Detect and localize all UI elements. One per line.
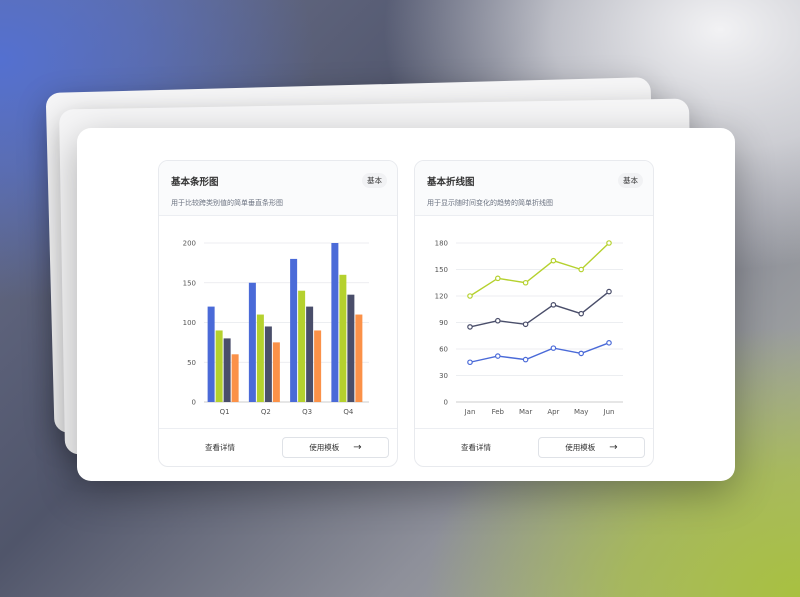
card-title: 基本折线图 xyxy=(427,177,475,188)
data-point xyxy=(467,293,473,299)
bar xyxy=(272,342,280,402)
card-title: 基本条形图 xyxy=(171,177,219,188)
bar xyxy=(347,294,355,402)
line-chart-card: 基本折线图 基本 用于显示随时间变化的趋势的简单折线图 0 30 60 90 120 15… xyxy=(414,160,654,467)
x-tick-label: Jan xyxy=(464,408,476,416)
series-line xyxy=(469,342,610,363)
view-details-link[interactable]: 查看详情 xyxy=(461,443,491,452)
bar xyxy=(290,258,298,402)
data-point xyxy=(578,350,585,357)
bar xyxy=(248,282,256,402)
bar xyxy=(331,243,339,402)
card-footer: 查看详情 使用模板 → xyxy=(159,428,397,466)
y-tick-label: 30 xyxy=(439,372,448,380)
x-tick-label: Jun xyxy=(603,408,615,416)
data-point xyxy=(606,240,612,246)
y-tick-label: 90 xyxy=(439,319,448,327)
data-point xyxy=(495,353,501,359)
y-tick-label: 50 xyxy=(187,359,196,367)
data-point xyxy=(467,359,473,366)
x-tick-label: Feb xyxy=(492,408,505,416)
y-tick-label: 180 xyxy=(435,240,448,248)
template-panel: 基本条形图 基本 用于比较跨类别值的简单垂直条形图 0 50 100 150 200 Q1… xyxy=(77,128,735,481)
y-tick-label: 150 xyxy=(183,279,196,287)
x-tick-label: Apr xyxy=(547,408,559,416)
arrow-right-icon: → xyxy=(353,442,362,453)
category-badge: 基本 xyxy=(618,173,643,188)
data-point xyxy=(495,317,501,324)
line-chart: 0 30 60 90 120 150 180 Jan Feb Mar Apr May Jun xyxy=(435,240,623,416)
bar xyxy=(215,330,223,402)
bar xyxy=(298,290,306,402)
data-point xyxy=(467,324,473,330)
data-point xyxy=(550,257,557,264)
bar-chart: 0 50 100 150 200 Q1 Q2 Q3 Q4 xyxy=(183,240,369,416)
y-tick-label: 120 xyxy=(435,293,448,301)
x-tick-label: May xyxy=(574,408,588,416)
y-tick-label: 60 xyxy=(439,346,448,354)
bar xyxy=(339,274,347,402)
y-tick-label: 100 xyxy=(183,319,196,327)
bar xyxy=(256,314,264,402)
data-point xyxy=(550,302,557,308)
x-tick-label: Mar xyxy=(519,408,532,416)
card-header: 基本条形图 基本 用于比较跨类别值的简单垂直条形图 xyxy=(159,161,397,216)
use-template-label: 使用模板 xyxy=(565,443,596,452)
bar xyxy=(207,306,215,402)
bar xyxy=(314,330,322,402)
bar xyxy=(306,306,314,402)
card-footer: 查看详情 使用模板 → xyxy=(415,428,653,466)
category-badge: 基本 xyxy=(362,173,387,188)
data-point xyxy=(522,321,529,328)
bar-chart-card: 基本条形图 基本 用于比较跨类别值的简单垂直条形图 0 50 100 150 200 Q1… xyxy=(158,160,398,467)
series-line xyxy=(469,291,610,328)
data-point xyxy=(495,275,501,282)
x-tick-label: Q4 xyxy=(343,408,354,416)
y-tick-label: 200 xyxy=(183,240,196,248)
data-point xyxy=(606,288,612,295)
x-tick-label: Q2 xyxy=(261,408,271,416)
series-line xyxy=(469,242,610,297)
card-description: 用于显示随时间变化的趋势的简单折线图 xyxy=(427,199,553,207)
bar xyxy=(231,354,239,402)
x-tick-label: Q1 xyxy=(220,408,230,416)
data-point xyxy=(522,356,529,363)
y-tick-label: 0 xyxy=(444,399,448,407)
data-point xyxy=(578,266,585,273)
x-tick-label: Q3 xyxy=(302,408,312,416)
bar xyxy=(264,326,272,402)
y-tick-label: 0 xyxy=(192,399,196,407)
bar xyxy=(355,314,363,402)
data-point xyxy=(578,310,585,317)
data-point xyxy=(606,340,612,346)
arrow-right-icon: → xyxy=(609,442,618,453)
bar xyxy=(223,338,231,402)
view-details-link[interactable]: 查看详情 xyxy=(205,443,235,452)
data-point xyxy=(550,345,557,351)
y-tick-label: 150 xyxy=(435,266,448,274)
use-template-label: 使用模板 xyxy=(309,443,340,452)
data-point xyxy=(522,279,529,286)
use-template-button[interactable]: 使用模板 → xyxy=(282,437,389,458)
use-template-button[interactable]: 使用模板 → xyxy=(538,437,645,458)
card-header: 基本折线图 基本 用于显示随时间变化的趋势的简单折线图 xyxy=(415,161,653,216)
card-description: 用于比较跨类别值的简单垂直条形图 xyxy=(171,199,283,207)
